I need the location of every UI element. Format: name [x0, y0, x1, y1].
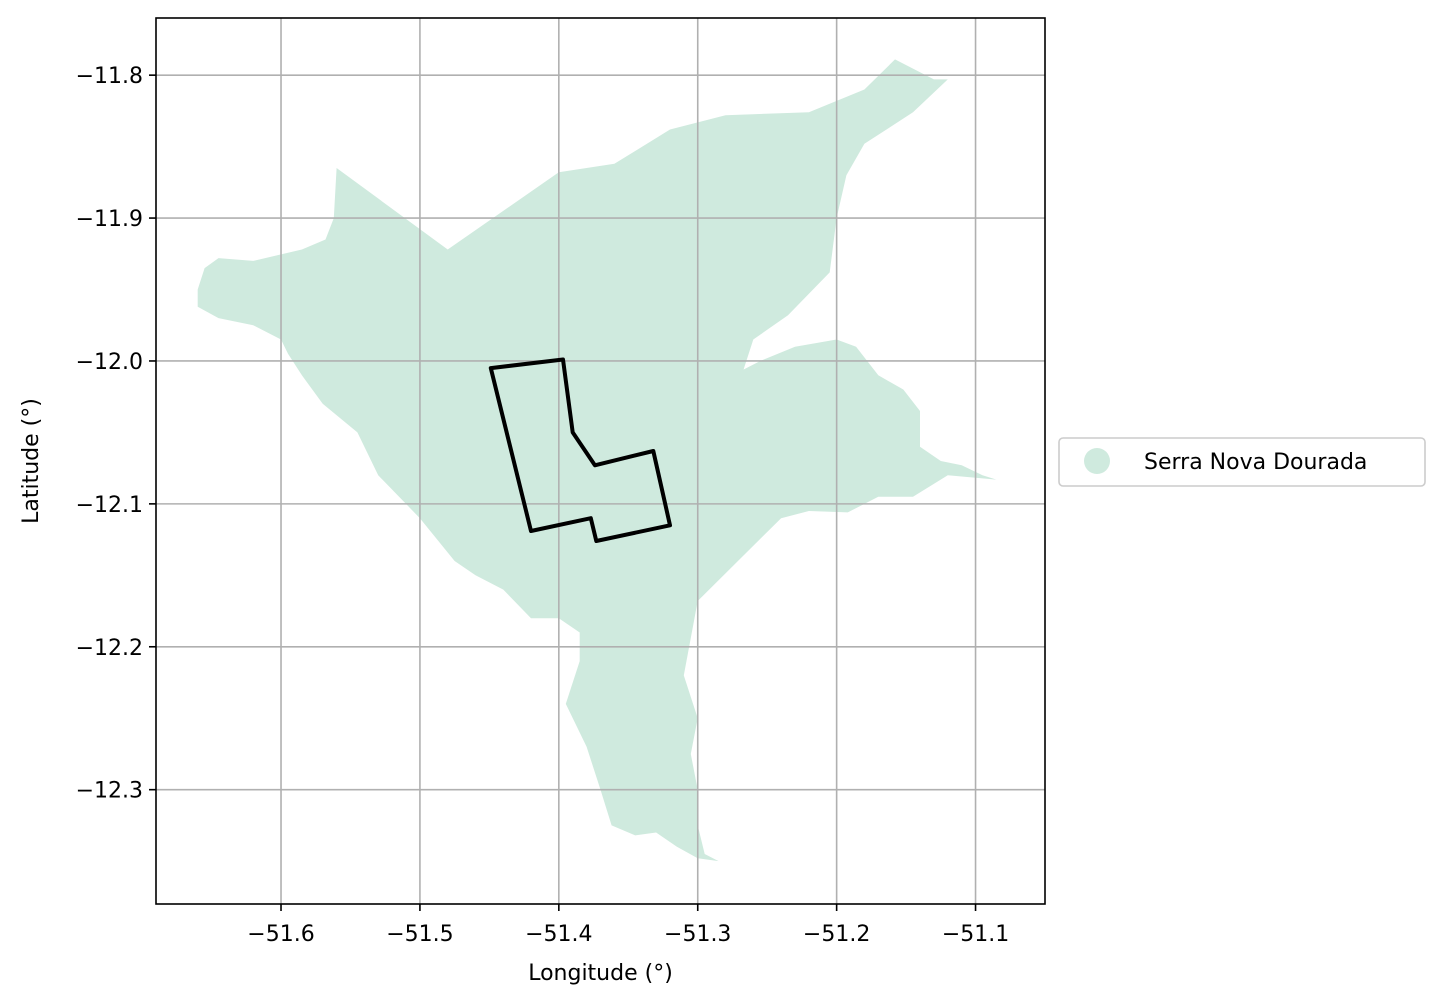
x-tick-label: −51.2	[803, 922, 870, 947]
x-tick-label: −51.1	[942, 922, 1009, 947]
y-axis-ticks: −11.8 −11.9 −12.0 −12.1 −12.2 −12.3	[76, 64, 156, 804]
x-tick-label: −51.6	[247, 922, 314, 947]
y-tick-label: −12.1	[76, 493, 143, 518]
serra-nova-dourada-region	[197, 59, 997, 862]
y-tick-label: −12.3	[76, 779, 143, 804]
axes-frame	[155, 17, 1046, 905]
y-tick-label: −11.9	[76, 207, 143, 232]
legend: Serra Nova Dourada	[1058, 437, 1426, 487]
grid-lines	[156, 18, 1045, 904]
legend-marker-serra-nova-dourada	[1084, 448, 1110, 474]
y-axis-label: Latitude (°)	[19, 398, 44, 524]
y-tick-label: −12.0	[76, 350, 143, 375]
legend-label-serra-nova-dourada: Serra Nova Dourada	[1144, 450, 1367, 475]
x-tick-label: −51.4	[525, 922, 592, 947]
x-axis-ticks: −51.6 −51.5 −51.4 −51.3 −51.2 −51.1	[247, 904, 1009, 947]
x-axis-label: Longitude (°)	[528, 961, 673, 986]
x-tick-label: −51.3	[664, 922, 731, 947]
y-tick-label: −12.2	[76, 636, 143, 661]
x-tick-label: −51.5	[386, 922, 453, 947]
legend-box	[1058, 437, 1426, 487]
selection-outline	[488, 357, 672, 543]
y-tick-label: −11.8	[76, 64, 143, 89]
plot-area	[155, 17, 1046, 905]
